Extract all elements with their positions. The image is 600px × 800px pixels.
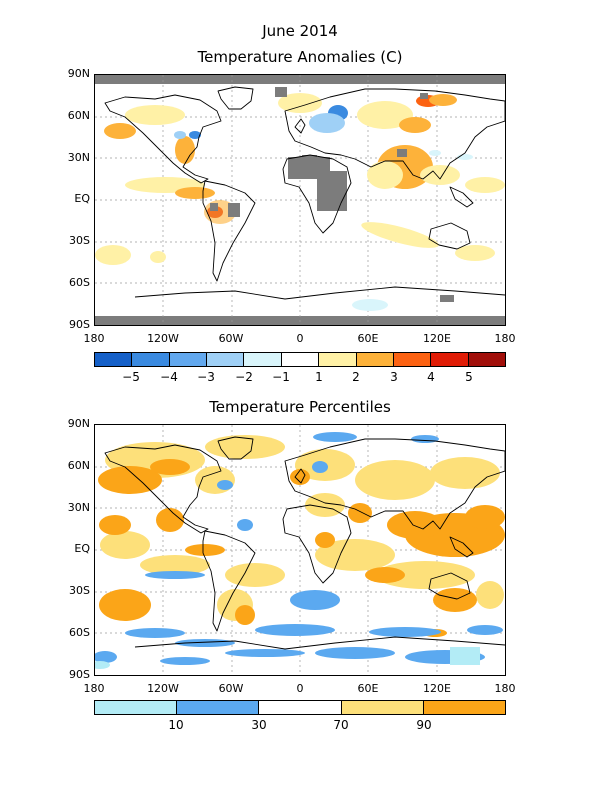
lat-label-eq: EQ xyxy=(74,192,90,205)
percentile-map-canvas xyxy=(95,425,505,675)
missing-data-band-north xyxy=(95,75,505,84)
anomaly-colorbar-swatch xyxy=(95,353,133,366)
lat-label-30s: 30S xyxy=(69,234,90,247)
anomaly-colorbar-label: 1 xyxy=(315,370,323,384)
lon-label-120e: 120E xyxy=(423,682,451,695)
lon-label-120e: 120E xyxy=(423,332,451,345)
lat-label-30s: 30S xyxy=(69,584,90,597)
anomaly-colorbar-label: 3 xyxy=(390,370,398,384)
lon-label-60w: 60W xyxy=(218,682,244,695)
anomaly-colorbar-label: 4 xyxy=(427,370,435,384)
lon-label-120w: 120W xyxy=(147,332,179,345)
figure-title: June 2014 xyxy=(262,22,338,40)
coastlines-percentile xyxy=(104,436,505,650)
anomaly-colorbar-swatch xyxy=(319,353,357,366)
percentile-colorbar xyxy=(94,700,506,715)
lon-label-0: 0 xyxy=(296,682,304,695)
anomaly-colorbar-swatch xyxy=(431,353,469,366)
lat-label-eq: EQ xyxy=(74,542,90,555)
anomaly-colorbar-swatch xyxy=(132,353,170,366)
anomaly-colorbar-swatch xyxy=(207,353,245,366)
anomaly-colorbar-label: −2 xyxy=(235,370,253,384)
lat-label-60s: 60S xyxy=(69,276,90,289)
lat-label-30n: 30N xyxy=(67,501,90,514)
coastlines xyxy=(104,86,505,300)
lat-label-90n: 90N xyxy=(67,417,90,430)
anomaly-map xyxy=(94,74,506,326)
anomaly-patches xyxy=(95,93,505,311)
lon-label-60e: 60E xyxy=(357,332,379,345)
anomaly-colorbar-label: −1 xyxy=(272,370,290,384)
missing-data-patches xyxy=(210,87,454,302)
lat-label-90s: 90S xyxy=(69,318,90,331)
anomaly-map-title: Temperature Anomalies (C) xyxy=(197,48,403,66)
lon-label-60e: 60E xyxy=(357,682,379,695)
lat-label-60n: 60N xyxy=(67,459,90,472)
anomaly-colorbar-swatch xyxy=(169,353,208,366)
percentile-colorbar-swatch xyxy=(423,701,506,714)
anomaly-colorbar-label: 5 xyxy=(465,370,473,384)
lon-label-180e: 180 xyxy=(494,682,516,695)
percentile-colorbar-swatch xyxy=(95,701,178,714)
anomaly-colorbar-label: −5 xyxy=(122,370,140,384)
anomaly-colorbar-swatch xyxy=(356,353,394,366)
lat-label-90n: 90N xyxy=(67,67,90,80)
lon-label-180e: 180 xyxy=(494,332,516,345)
anomaly-colorbar-label: −4 xyxy=(160,370,178,384)
anomaly-colorbar-swatch xyxy=(393,353,432,366)
anomaly-colorbar-label: −3 xyxy=(197,370,215,384)
percentile-colorbar-swatch xyxy=(341,701,424,714)
percentile-colorbar-swatch xyxy=(177,701,260,714)
anomaly-colorbar-swatch xyxy=(244,353,282,366)
percentile-map xyxy=(94,424,506,676)
percentile-patches xyxy=(95,432,505,669)
lat-label-90s: 90S xyxy=(69,668,90,681)
lon-label-180w: 180 xyxy=(83,682,105,695)
anomaly-colorbar-label: 2 xyxy=(352,370,360,384)
lat-label-30n: 30N xyxy=(67,151,90,164)
anomaly-map-canvas xyxy=(95,75,505,325)
percentile-map-title: Temperature Percentiles xyxy=(209,398,391,416)
anomaly-colorbar-swatch xyxy=(281,353,320,366)
percentile-colorbar-label: 70 xyxy=(333,718,349,732)
lat-label-60s: 60S xyxy=(69,626,90,639)
anomaly-colorbar-swatch xyxy=(468,353,505,366)
percentile-colorbar-label: 10 xyxy=(168,718,184,732)
percentile-colorbar-label: 30 xyxy=(251,718,267,732)
anomaly-colorbar xyxy=(94,352,506,367)
lon-label-60w: 60W xyxy=(218,332,244,345)
lon-label-0: 0 xyxy=(296,332,304,345)
percentile-colorbar-swatch xyxy=(259,701,342,714)
percentile-colorbar-label: 90 xyxy=(416,718,432,732)
lon-label-180w: 180 xyxy=(83,332,105,345)
lon-label-120w: 120W xyxy=(147,682,179,695)
lat-label-60n: 60N xyxy=(67,109,90,122)
